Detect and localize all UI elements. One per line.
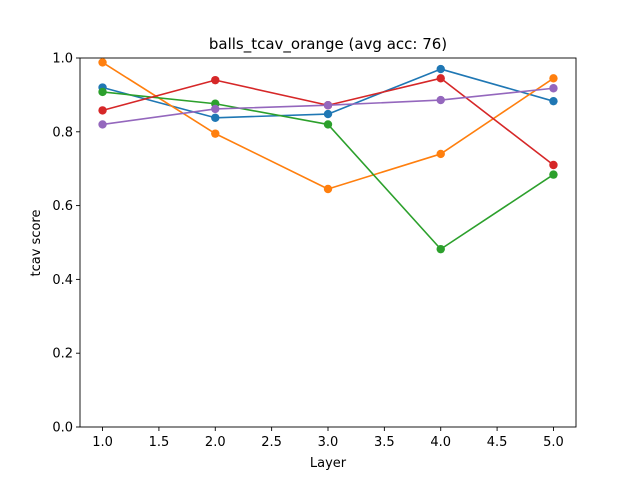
data-point [211,113,220,122]
data-point [211,104,220,114]
x-tick-label: 3.5 [374,435,395,450]
data-point [323,184,333,194]
data-point [436,244,445,254]
data-point [323,120,333,129]
series-3 [98,87,558,254]
data-point [436,95,445,105]
data-point [211,75,220,85]
series-1 [98,64,558,122]
data-point [98,58,107,67]
x-tick-label: 2.5 [261,435,282,450]
series-layer [98,58,558,254]
data-point [436,149,445,159]
x-tick-label: 1.0 [92,435,113,450]
data-point [549,84,558,93]
y-axis-label: tcav score [29,210,44,277]
x-axis-label: Layer [310,456,347,471]
x-tick-label: 4.5 [487,435,508,450]
data-point [323,109,333,119]
x-tick-label: 1.5 [149,435,170,450]
data-point [98,120,107,129]
chart-title: balls_tcav_orange (avg acc: 76) [209,35,447,54]
data-point [323,101,333,110]
y-tick-label: 0.6 [52,199,73,214]
x-tick-label: 5.0 [543,435,564,450]
y-tick-label: 0.8 [52,125,73,140]
data-point [436,74,445,83]
series-2 [98,58,558,194]
y-tick-label: 0.2 [52,347,73,362]
x-axis: 1.0 1.5 2.0 2.5 3.0 3.5 4.0 4.5 5.0 [92,427,564,450]
y-tick-label: 0.0 [52,421,73,436]
data-point [549,74,558,83]
y-axis: 0.0 0.2 0.4 0.6 0.8 1.0 [52,52,80,436]
data-point [549,160,558,170]
data-point [549,170,558,179]
data-point [436,64,445,74]
y-tick-label: 1.0 [52,52,73,67]
data-point [211,129,220,138]
data-point [98,106,107,115]
x-tick-label: 2.0 [205,435,226,450]
data-point [549,96,558,106]
x-tick-label: 4.0 [430,435,451,450]
x-tick-label: 3.0 [318,435,339,450]
y-tick-label: 0.4 [52,273,73,288]
series-5 [98,84,558,129]
data-point [98,87,107,97]
